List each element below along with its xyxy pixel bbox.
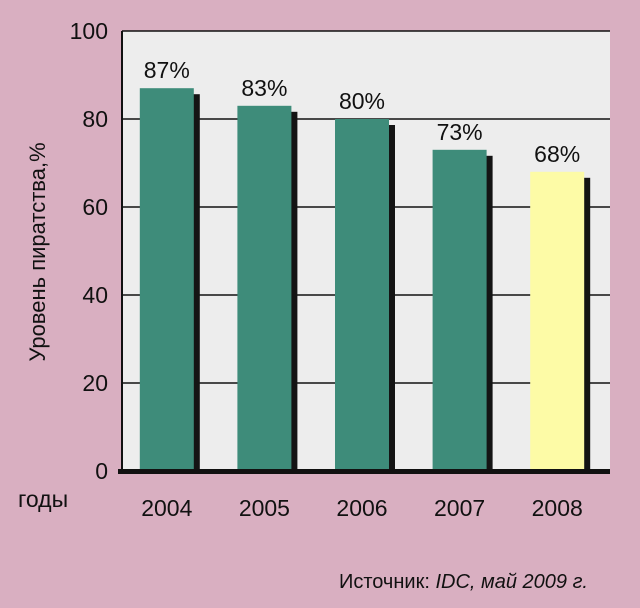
y-axis-label: Уровень пиратства,% <box>25 142 50 361</box>
bar-2007 <box>432 149 487 472</box>
y-tick-label: 80 <box>82 106 108 132</box>
y-tick-label: 40 <box>82 282 108 308</box>
y-tick-labels: 0 20 40 60 80 100 <box>70 18 108 484</box>
x-tick-label: 2004 <box>141 495 192 521</box>
source-prefix: Источник: <box>339 571 436 593</box>
y-tick-label: 60 <box>82 194 108 220</box>
x-tick-label: 2005 <box>239 495 290 521</box>
x-tick-labels: 2004 2005 2006 2007 2008 <box>141 495 583 521</box>
bars <box>139 88 591 472</box>
x-axis-label: годы <box>18 486 68 512</box>
source-date: , май 2009 г. <box>470 571 588 593</box>
y-tick-label: 100 <box>70 18 108 44</box>
y-tick-label: 20 <box>82 370 108 396</box>
x-tick-label: 2006 <box>336 495 387 521</box>
bar-2008 <box>530 171 585 472</box>
data-label: 68% <box>534 141 580 167</box>
bar-2006 <box>335 119 389 471</box>
data-labels: 87% 83% 80% 73% 68% <box>144 57 580 167</box>
x-axis-line <box>118 469 610 474</box>
data-label: 87% <box>144 57 190 83</box>
data-label: 73% <box>437 119 483 145</box>
x-tick-label: 2007 <box>434 495 485 521</box>
bar-2004 <box>139 88 194 471</box>
source-note: Источник: IDC, май 2009 г. <box>339 571 588 593</box>
bar-2005 <box>237 105 292 472</box>
data-label: 83% <box>241 75 287 101</box>
source-name: IDC <box>435 571 470 593</box>
y-tick-label: 0 <box>95 458 108 484</box>
data-label: 80% <box>339 88 385 114</box>
x-tick-label: 2008 <box>532 495 583 521</box>
